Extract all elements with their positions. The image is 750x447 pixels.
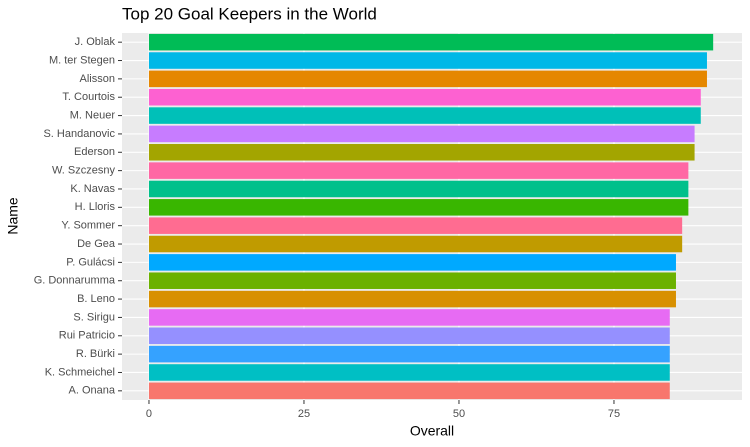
bar — [148, 382, 670, 400]
y-tick-label: S. Handanovic — [43, 128, 115, 140]
y-tick-label: Ederson — [74, 146, 115, 158]
bar — [148, 272, 676, 289]
y-tick-label: W. Szczesny — [52, 165, 115, 177]
y-tick-label: Rui Patricio — [59, 330, 115, 342]
x-tick-label: 25 — [298, 408, 310, 420]
y-tick-label: M. Neuer — [70, 109, 116, 121]
bar — [148, 254, 676, 271]
x-tick-label: 0 — [146, 408, 152, 420]
bar — [148, 107, 701, 124]
y-tick-label: H. Lloris — [75, 201, 116, 213]
y-tick-label: De Gea — [77, 238, 116, 250]
y-tick-label: P. Gulácsi — [66, 256, 115, 268]
x-tick-label: 75 — [608, 408, 620, 420]
bar — [148, 327, 670, 345]
y-tick-label: S. Sirigu — [73, 311, 115, 323]
x-axis-title: Overall — [410, 423, 454, 439]
y-tick-label: J. Oblak — [75, 36, 116, 48]
bar — [148, 217, 683, 234]
bar — [148, 88, 701, 106]
x-tick-label: 50 — [453, 408, 465, 420]
bar — [148, 70, 707, 88]
bar — [148, 235, 683, 253]
y-tick-label: K. Schmeichel — [45, 366, 115, 378]
chart-title: Top 20 Goal Keepers in the World — [122, 4, 377, 23]
y-tick-label: B. Leno — [77, 293, 115, 305]
y-axis-title: Name — [5, 197, 21, 235]
panel — [122, 33, 742, 400]
bar — [148, 345, 670, 363]
y-tick-label: R. Bürki — [76, 348, 115, 360]
y-tick-label: K. Navas — [70, 183, 115, 195]
bar — [148, 199, 689, 216]
y-tick-label: A. Onana — [69, 385, 116, 397]
bar — [148, 52, 707, 69]
y-tick-label: T. Courtois — [62, 91, 115, 103]
bar — [148, 290, 676, 308]
y-tick-label: Y. Sommer — [61, 220, 115, 232]
y-tick-label: G. Donnarumma — [34, 275, 116, 287]
bar — [148, 144, 695, 161]
bar — [148, 33, 714, 51]
bar — [148, 162, 689, 179]
y-tick-label: M. ter Stegen — [49, 54, 115, 66]
bar — [148, 364, 670, 381]
bar — [148, 180, 689, 198]
bar — [148, 125, 695, 143]
bar — [148, 309, 670, 326]
y-tick-label: Alisson — [80, 73, 115, 85]
